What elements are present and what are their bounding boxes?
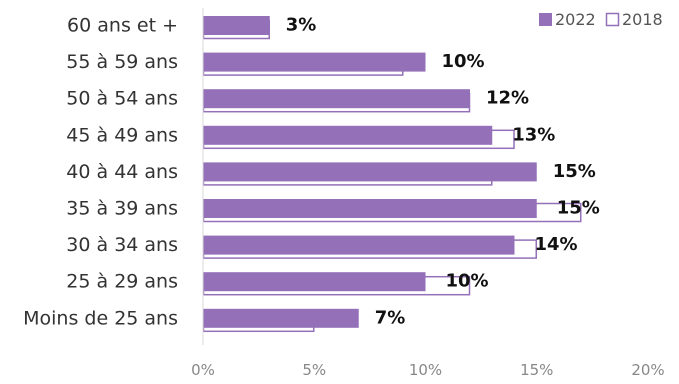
data-label: 12% xyxy=(486,88,529,109)
data-label: 7% xyxy=(375,307,406,328)
bar-2022 xyxy=(203,125,493,145)
bar-2022 xyxy=(203,89,470,109)
x-axis-ticks: 0% 5% 10% 15% 20% xyxy=(191,361,665,379)
x-tick-label: 15% xyxy=(520,361,553,379)
category-label: 25 à 29 ans xyxy=(66,271,178,293)
data-label: 3% xyxy=(286,15,317,36)
bar-2022 xyxy=(203,162,537,182)
data-label: 10% xyxy=(446,271,489,292)
category-label: Moins de 25 ans xyxy=(23,307,178,329)
data-label: 10% xyxy=(442,51,485,72)
bar-2022 xyxy=(203,52,426,72)
series-2022-bars xyxy=(203,16,537,328)
category-label: 45 à 49 ans xyxy=(66,124,178,146)
category-label: 35 à 39 ans xyxy=(66,198,178,220)
category-label: 40 à 44 ans xyxy=(66,161,178,183)
x-tick-label: 0% xyxy=(191,361,215,379)
bar-2022 xyxy=(203,272,426,292)
data-label: 14% xyxy=(535,234,578,255)
x-tick-label: 10% xyxy=(409,361,442,379)
category-label: 50 à 54 ans xyxy=(66,88,178,110)
legend-swatch-2022 xyxy=(539,13,552,26)
bar-2022 xyxy=(203,199,537,218)
legend: 2022 2018 xyxy=(539,10,663,29)
category-label: 30 à 34 ans xyxy=(66,234,178,256)
category-labels: 60 ans et + 55 à 59 ans 50 à 54 ans 45 à 49… xyxy=(23,15,178,330)
legend-label-2018: 2018 xyxy=(622,10,663,29)
bar-2022 xyxy=(203,16,270,35)
legend-label-2022: 2022 xyxy=(555,10,596,29)
category-label: 55 à 59 ans xyxy=(66,51,178,73)
data-label: 15% xyxy=(557,198,600,219)
bar-2022 xyxy=(203,235,515,255)
x-tick-label: 20% xyxy=(631,361,664,379)
category-label: 60 ans et + xyxy=(67,15,178,37)
x-tick-label: 5% xyxy=(302,361,326,379)
data-label: 13% xyxy=(512,124,555,145)
data-labels: 3%10%12%13%15%15%14%10%7% xyxy=(286,15,600,329)
bar-2022 xyxy=(203,308,359,328)
data-label: 15% xyxy=(553,161,596,182)
legend-swatch-2018 xyxy=(605,12,620,27)
